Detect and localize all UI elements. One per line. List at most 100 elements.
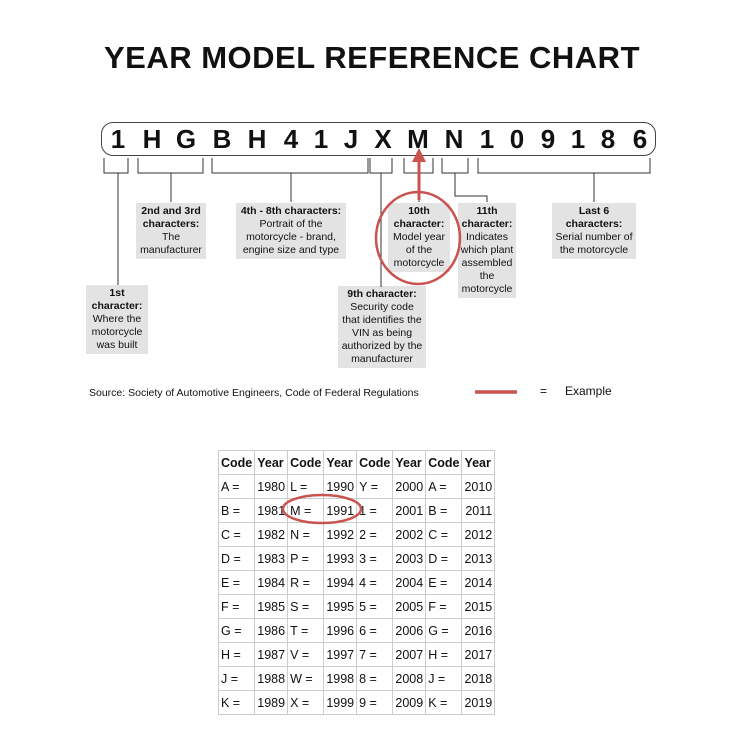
code-cell: 1 = <box>356 498 394 523</box>
vin-character: 1 <box>570 124 586 154</box>
source-note: Source: Society of Automotive Engineers,… <box>89 387 419 399</box>
code-cell: V = <box>287 642 325 667</box>
label-9th-character: 9th character: Security code that identif… <box>338 286 426 368</box>
code-cell: B = <box>425 498 463 523</box>
year-cell: 1985 <box>254 594 289 619</box>
year-cell: 1990 <box>323 474 358 499</box>
column-header: Code <box>425 450 463 475</box>
code-cell: K = <box>217 690 256 715</box>
code-cell: 4 = <box>356 570 394 595</box>
year-cell: 1984 <box>254 570 289 595</box>
year-cell: 2006 <box>392 618 427 643</box>
code-cell: D = <box>425 546 463 571</box>
vin-character: M <box>407 124 429 154</box>
code-cell: Y = <box>356 474 394 499</box>
vin-character: H <box>142 124 162 154</box>
code-cell: 7 = <box>356 642 394 667</box>
year-cell: 2017 <box>461 642 496 667</box>
year-cell: 2007 <box>392 642 427 667</box>
year-cell: 2014 <box>461 570 496 595</box>
year-cell: 1982 <box>254 522 289 547</box>
year-cell: 2015 <box>461 594 496 619</box>
code-cell: C = <box>425 522 463 547</box>
year-cell: 1991 <box>323 498 358 523</box>
vin-character: 9 <box>540 124 556 154</box>
code-cell: K = <box>425 690 463 715</box>
code-cell: M = <box>287 498 325 523</box>
vin-character: 8 <box>600 124 616 154</box>
code-cell: F = <box>217 594 256 619</box>
year-cell: 2013 <box>461 546 496 571</box>
year-cell: 1986 <box>254 618 289 643</box>
table-row: G = 1986 T = 1996 6 = 2006 G = 2016 <box>217 618 496 643</box>
label-4th-8th-characters: 4th - 8th characters: Portrait of the mot… <box>236 203 346 259</box>
code-cell: A = <box>217 474 256 499</box>
bracket-11 <box>441 158 488 202</box>
vin-character: 1 <box>110 124 126 154</box>
year-code-table: Code Year Code Year Code Year Code Year A = 1980… <box>217 450 496 715</box>
year-cell: 2009 <box>392 690 427 715</box>
vin-character: J <box>343 124 359 154</box>
code-cell: X = <box>287 690 325 715</box>
year-cell: 1989 <box>254 690 289 715</box>
table-row: D = 1983 P = 1993 3 = 2003 D = 2013 <box>217 546 496 571</box>
code-cell: S = <box>287 594 325 619</box>
column-header: Code <box>356 450 394 475</box>
year-cell: 1988 <box>254 666 289 691</box>
label-11th-character: 11th character: Indicates which plant ass… <box>458 203 516 298</box>
year-cell: 2018 <box>461 666 496 691</box>
year-cell: 1981 <box>254 498 289 523</box>
code-cell: 3 = <box>356 546 394 571</box>
code-cell: F = <box>425 594 463 619</box>
code-cell: E = <box>425 570 463 595</box>
year-cell: 2011 <box>461 498 496 523</box>
code-cell: H = <box>425 642 463 667</box>
year-cell: 1998 <box>323 666 358 691</box>
vin-character: 1 <box>479 124 495 154</box>
year-cell: 2001 <box>392 498 427 523</box>
column-header: Year <box>323 450 358 475</box>
code-cell: B = <box>217 498 256 523</box>
code-cell: N = <box>287 522 325 547</box>
vin-character: X <box>374 124 392 154</box>
label-last-6-characters: Last 6 characters: Serial number of the m… <box>552 203 636 259</box>
column-header: Code <box>287 450 325 475</box>
year-cell: 2008 <box>392 666 427 691</box>
page-title: YEAR MODEL REFERENCE CHART <box>103 40 641 75</box>
code-cell: 8 = <box>356 666 394 691</box>
table-row: K = 1989 X = 1999 9 = 2009 K = 2019 <box>217 690 496 715</box>
table-row: F = 1985 S = 1995 5 = 2005 F = 2015 <box>217 594 496 619</box>
year-cell: 2000 <box>392 474 427 499</box>
vin-character: H <box>247 124 267 154</box>
bracket-last6 <box>477 158 651 202</box>
year-cell: 1992 <box>323 522 358 547</box>
label-1st-character: 1st character: Where the motorcycle was b… <box>86 285 148 354</box>
code-cell: 9 = <box>356 690 394 715</box>
code-cell: W = <box>287 666 325 691</box>
code-cell: 2 = <box>356 522 394 547</box>
bracket-2-3 <box>137 158 204 202</box>
column-header: Code <box>217 450 256 475</box>
year-cell: 2019 <box>461 690 496 715</box>
table-row: H = 1987 V = 1997 7 = 2007 H = 2017 <box>217 642 496 667</box>
year-cell: 1995 <box>323 594 358 619</box>
label-10th-character: 10th character: Model year of the motorcy… <box>388 203 450 272</box>
code-cell: D = <box>217 546 256 571</box>
year-cell: 2005 <box>392 594 427 619</box>
year-cell: 1993 <box>323 546 358 571</box>
code-cell: J = <box>425 666 463 691</box>
code-cell: R = <box>287 570 325 595</box>
vin-character: 0 <box>509 124 525 154</box>
table-row: B = 1981 M = 1991 1 = 2001 B = 2011 <box>217 498 496 523</box>
code-cell: H = <box>217 642 256 667</box>
year-cell: 2003 <box>392 546 427 571</box>
column-header: Year <box>254 450 289 475</box>
code-cell: 5 = <box>356 594 394 619</box>
code-cell: T = <box>287 618 325 643</box>
bracket-1 <box>103 158 129 285</box>
legend-example-label: Example <box>565 384 612 398</box>
table-header-row: Code Year Code Year Code Year Code Year <box>217 450 496 475</box>
bracket-4-8 <box>211 158 369 202</box>
year-cell: 2016 <box>461 618 496 643</box>
